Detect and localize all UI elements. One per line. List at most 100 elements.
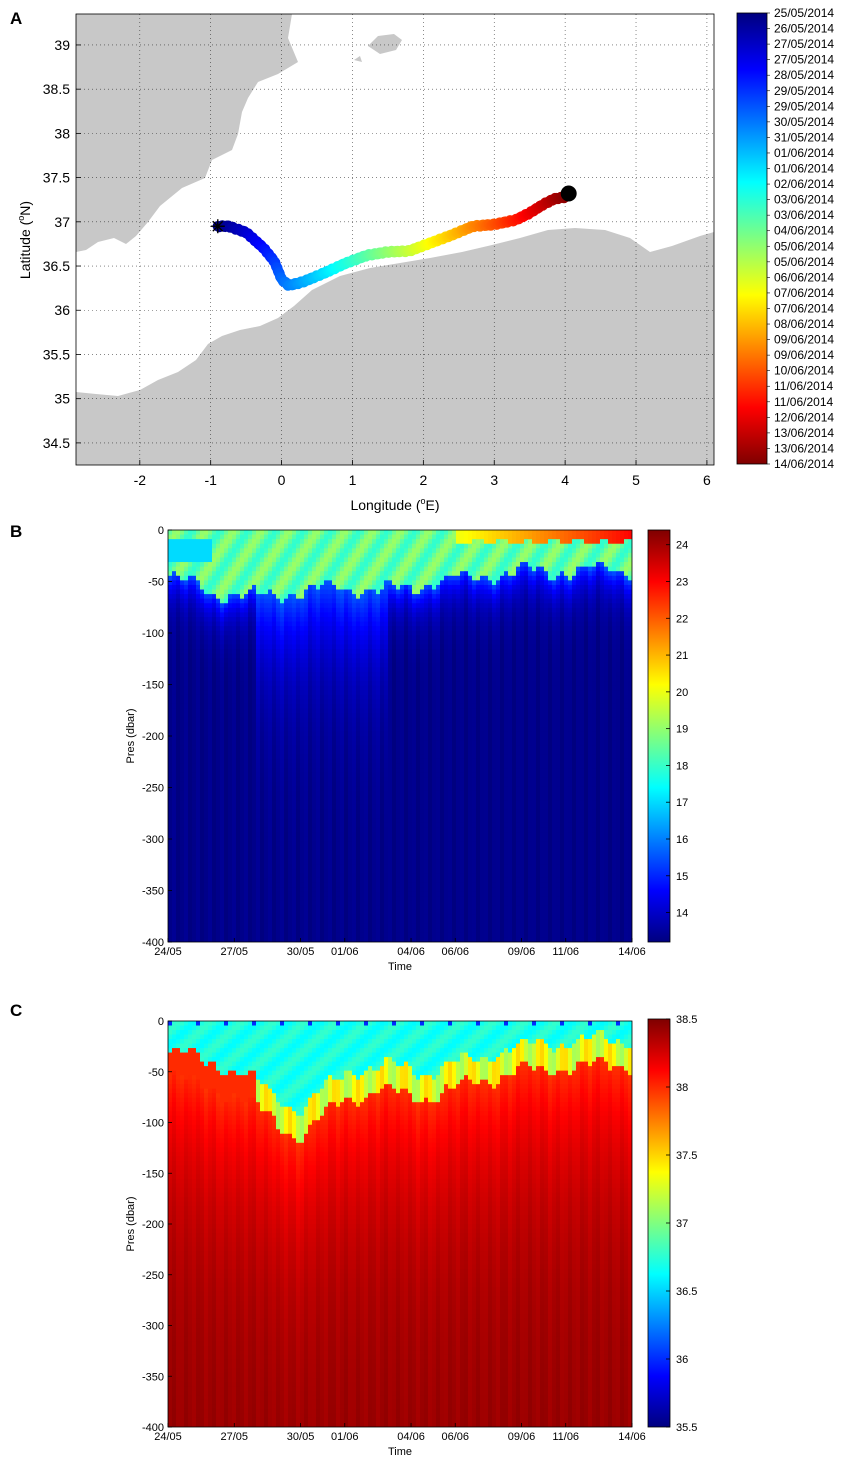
- field-cell: [180, 800, 185, 806]
- field-cell: [272, 607, 277, 613]
- field-cell: [232, 832, 237, 838]
- field-cell: [232, 562, 237, 568]
- field-cell: [340, 534, 345, 540]
- field-cell: [300, 694, 305, 700]
- field-cell: [248, 580, 253, 586]
- field-cell: [248, 681, 253, 687]
- field-cell: [188, 571, 193, 577]
- field-cell: [200, 543, 205, 549]
- field-cell: [192, 653, 197, 659]
- field-cell: [184, 708, 189, 714]
- field-cell: [300, 630, 305, 636]
- field-cell: [212, 635, 217, 641]
- field-cell: [288, 818, 293, 824]
- field-cell: [336, 868, 341, 874]
- field-cell: [312, 685, 317, 691]
- field-cell: [308, 818, 313, 824]
- field-cell: [364, 790, 369, 797]
- field-cell: [232, 713, 237, 719]
- field-cell: [224, 667, 229, 673]
- field-cell: [188, 703, 193, 710]
- field-cell: [356, 653, 361, 659]
- field-cell: [288, 575, 293, 581]
- field-cell: [368, 772, 373, 778]
- field-cell: [232, 919, 237, 925]
- field-cell: [356, 722, 361, 728]
- field-cell: [356, 873, 361, 879]
- field-cell: [244, 603, 249, 609]
- field-cell: [356, 795, 361, 801]
- field-cell: [228, 896, 233, 902]
- field-cell: [232, 557, 237, 563]
- field-cell: [168, 557, 173, 563]
- field-cell: [344, 877, 349, 884]
- field-cell: [208, 795, 213, 801]
- field-cell: [196, 827, 201, 833]
- field-cell: [344, 836, 349, 842]
- field-cell: [172, 534, 177, 540]
- field-cell: [216, 562, 221, 568]
- field-cell: [260, 859, 265, 865]
- field-cell: [312, 827, 317, 833]
- field-cell: [216, 713, 221, 719]
- field-cell: [204, 699, 209, 705]
- field-cell: [252, 731, 257, 737]
- field-cell: [336, 594, 341, 600]
- field-cell: [308, 717, 313, 723]
- field-cell: [336, 850, 341, 856]
- field-cell: [352, 557, 357, 563]
- field-cell: [264, 589, 269, 595]
- field-cell: [292, 832, 297, 838]
- field-cell: [292, 598, 297, 604]
- field-cell: [296, 822, 301, 829]
- field-cell: [344, 758, 349, 765]
- field-cell: [284, 758, 289, 765]
- field-cell: [272, 932, 277, 939]
- field-cell: [244, 777, 249, 783]
- field-cell: [244, 566, 249, 572]
- field-cell: [188, 882, 193, 888]
- field-cell: [296, 758, 301, 765]
- field-cell: [340, 836, 345, 842]
- field-cell: [276, 868, 281, 874]
- field-cell: [236, 539, 241, 545]
- field-cell: [368, 841, 373, 847]
- field-cell: [308, 584, 313, 591]
- field-cell: [336, 571, 341, 577]
- field-cell: [324, 800, 329, 806]
- field-cell: [292, 685, 297, 691]
- field-cell: [204, 575, 209, 581]
- field-cell: [204, 685, 209, 691]
- field-cell: [196, 841, 201, 847]
- field-cell: [176, 809, 181, 815]
- field-cell: [252, 781, 257, 787]
- field-cell: [240, 603, 245, 609]
- field-cell: [236, 685, 241, 691]
- field-cell: [312, 612, 317, 618]
- field-cell: [232, 736, 237, 742]
- field-cell: [228, 855, 233, 861]
- field-cell: [268, 855, 273, 861]
- field-cell: [192, 584, 197, 591]
- field-cell: [176, 745, 181, 751]
- field-cell: [236, 681, 241, 687]
- field-cell: [204, 607, 209, 613]
- land-spain: [76, 14, 298, 252]
- field-cell: [296, 722, 301, 728]
- field-cell: [348, 855, 353, 861]
- field-cell: [172, 749, 177, 755]
- field-cell: [196, 699, 201, 705]
- field-cell: [316, 754, 321, 760]
- field-cell: [312, 768, 317, 774]
- field-cell: [280, 713, 285, 719]
- field-cell: [320, 850, 325, 856]
- field-cell: [356, 868, 361, 874]
- map-x-tick-label: 4: [561, 472, 569, 488]
- field-cell: [360, 873, 365, 879]
- field-cell: [216, 621, 221, 627]
- field-cell: [256, 630, 261, 636]
- field-cell: [304, 923, 309, 929]
- field-cell: [288, 827, 293, 833]
- field-cell: [188, 845, 193, 852]
- field-cell: [272, 845, 277, 852]
